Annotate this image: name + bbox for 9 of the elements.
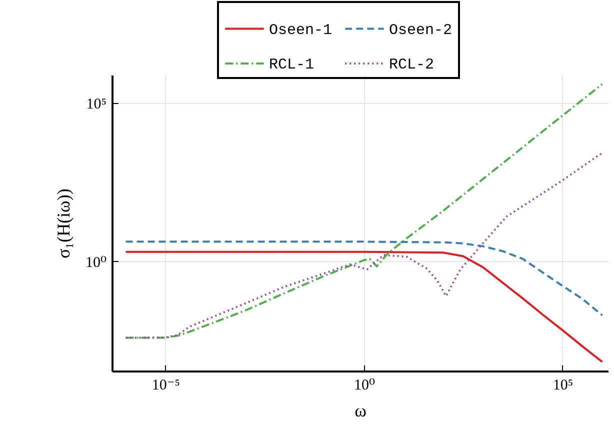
x-axis-title: ω (354, 400, 367, 420)
x-tick-label: 10⁻⁵ (152, 378, 180, 394)
legend-label: RCL-1 (269, 56, 314, 74)
x-tick-label: 10⁰ (354, 378, 375, 394)
legend-label: Oseen-2 (389, 22, 452, 39)
y-axis-title: σ₁(H(iω)) (53, 188, 74, 258)
legend-label: RCL-2 (389, 56, 434, 74)
legend-label: Oseen-1 (269, 22, 332, 39)
x-tick-label: 10⁵ (552, 378, 574, 394)
